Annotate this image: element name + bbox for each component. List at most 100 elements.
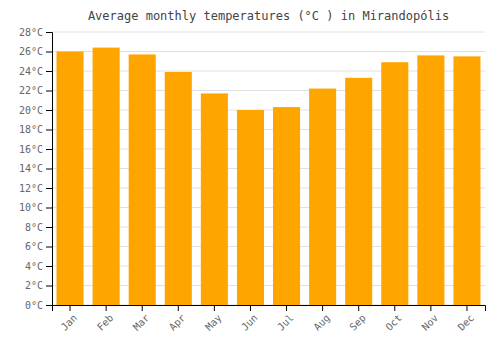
tick-mark — [46, 52, 52, 53]
tick-label: 28°C — [19, 27, 43, 38]
tick: Nov — [420, 305, 441, 333]
tick-label: 6°C — [25, 241, 43, 252]
chart: 0°C 2°C 4°C 6°C 8°C 10°C 12°C 14°C 16°C 18°C 20°C 2… — [0, 0, 500, 350]
tick-mark — [46, 227, 52, 228]
tick: Jul — [275, 305, 296, 333]
bar — [309, 89, 336, 305]
tick: 16°C — [19, 144, 52, 155]
tick: Feb — [95, 305, 116, 333]
tick: 6°C — [25, 241, 52, 252]
tick-label: 20°C — [19, 105, 43, 116]
tick-mark — [178, 305, 179, 311]
tick-mark — [46, 32, 52, 33]
bar — [165, 72, 192, 305]
x-axis: Jan Feb Mar Apr May Jun Jul Aug Sep Oct Nov Dec — [53, 305, 486, 333]
tick-mark — [46, 169, 52, 170]
tick-label: 4°C — [25, 261, 43, 272]
tick-mark — [70, 305, 71, 311]
bar — [381, 62, 408, 305]
tick: 18°C — [19, 124, 52, 135]
tick: 4°C — [25, 261, 52, 272]
tick: 2°C — [25, 280, 52, 291]
tick-label: 0°C — [25, 300, 43, 311]
bar — [453, 56, 480, 305]
tick: 0°C — [25, 300, 52, 311]
bar — [237, 110, 264, 305]
tick: Sep — [347, 305, 368, 333]
grid-line — [52, 32, 485, 33]
tick-label: Jun — [239, 312, 260, 333]
tick-label: 16°C — [19, 144, 43, 155]
tick-mark — [46, 208, 52, 209]
tick: Dec — [456, 305, 477, 333]
tick-label: Oct — [383, 312, 404, 333]
tick: May — [203, 305, 224, 333]
tick-mark — [106, 305, 107, 311]
bar — [345, 78, 372, 305]
tick: Apr — [167, 305, 188, 333]
tick-mark — [286, 305, 287, 311]
tick-mark — [46, 286, 52, 287]
tick-label: Jan — [59, 312, 80, 333]
tick: 10°C — [19, 202, 52, 213]
tick-mark — [466, 305, 467, 311]
tick: Jun — [239, 305, 260, 333]
tick: 22°C — [19, 85, 52, 96]
tick-mark — [46, 247, 52, 248]
tick: 12°C — [19, 183, 52, 194]
bar — [93, 48, 120, 305]
bar — [201, 93, 228, 305]
tick-mark — [250, 305, 251, 311]
tick-label: 18°C — [19, 124, 43, 135]
tick: Jan — [59, 305, 80, 333]
tick-label: May — [203, 312, 224, 333]
tick-label: 22°C — [19, 85, 43, 96]
tick-label: Dec — [456, 312, 477, 333]
axis-line — [53, 306, 486, 312]
axis-line — [46, 33, 53, 306]
tick-label: 14°C — [19, 163, 43, 174]
tick-mark — [142, 305, 143, 311]
tick-label: Nov — [420, 312, 441, 333]
tick-label: Aug — [311, 312, 332, 333]
bar — [273, 107, 300, 305]
tick-label: Mar — [131, 312, 152, 333]
tick-mark — [394, 305, 395, 311]
tick-label: 10°C — [19, 202, 43, 213]
tick: 26°C — [19, 46, 52, 57]
grid — [52, 32, 485, 305]
tick: 14°C — [19, 163, 52, 174]
tick-mark — [46, 130, 52, 131]
bar — [57, 52, 84, 306]
tick: 24°C — [19, 66, 52, 77]
tick-mark — [214, 305, 215, 311]
tick: 28°C — [19, 27, 52, 38]
tick-label: Sep — [347, 312, 368, 333]
tick-label: 2°C — [25, 280, 43, 291]
y-axis: 0°C 2°C 4°C 6°C 8°C 10°C 12°C 14°C 16°C 18°C 20°C 2… — [19, 27, 53, 311]
tick-label: Apr — [167, 312, 188, 333]
tick-mark — [46, 91, 52, 92]
tick-mark — [430, 305, 431, 311]
tick-mark — [46, 266, 52, 267]
tick-label: Jul — [275, 312, 296, 333]
bar — [417, 55, 444, 305]
tick: 20°C — [19, 105, 52, 116]
tick-label: 8°C — [25, 222, 43, 233]
tick-label: 26°C — [19, 46, 43, 57]
tick-label: Feb — [95, 312, 116, 333]
bar — [129, 54, 156, 305]
title: Average monthly temperatures (°C ) in Mi… — [88, 9, 449, 23]
bars — [57, 48, 481, 305]
tick-mark — [46, 110, 52, 111]
tick: 8°C — [25, 222, 52, 233]
tick-mark — [322, 305, 323, 311]
tick: Mar — [131, 305, 152, 333]
tick-label: 24°C — [19, 66, 43, 77]
tick-label: 12°C — [19, 183, 43, 194]
tick-mark — [46, 149, 52, 150]
tick-mark — [46, 71, 52, 72]
tick: Aug — [311, 305, 332, 333]
plot: 0°C 2°C 4°C 6°C 8°C 10°C 12°C 14°C 16°C 18°C 20°C 2… — [19, 27, 486, 333]
tick-mark — [46, 188, 52, 189]
